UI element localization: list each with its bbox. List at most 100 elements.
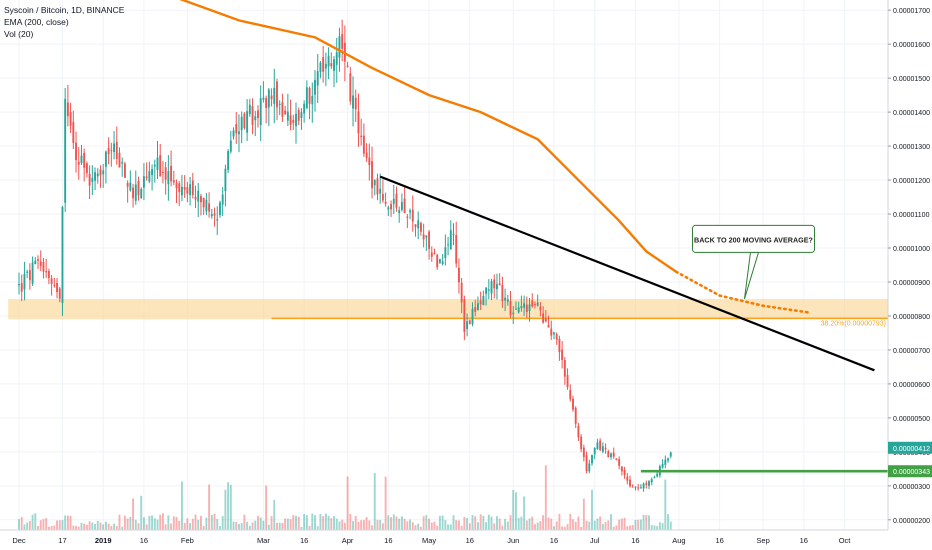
candle-body (235, 124, 238, 134)
candle-body (221, 194, 224, 205)
candle-body (610, 453, 612, 457)
candle-body (259, 98, 262, 126)
candle-body (324, 63, 327, 69)
volume-bar (368, 520, 371, 530)
price-tick-label: 0.00001700 (893, 8, 930, 15)
candle-body (243, 113, 246, 129)
candle-body (270, 95, 273, 100)
candle-body (566, 375, 569, 388)
volume-bar (216, 519, 219, 530)
candle-body (607, 451, 610, 457)
candle-body (175, 182, 178, 189)
candle-body (539, 306, 542, 311)
candle-body (153, 164, 156, 167)
volume-bar (297, 516, 300, 530)
candle-body (506, 299, 509, 302)
volume-bar (23, 524, 26, 530)
candle-body (159, 155, 162, 177)
candle-body (126, 183, 129, 187)
candle-body (91, 177, 94, 182)
volume-bar (498, 518, 501, 530)
candle-body (403, 198, 406, 213)
volume-bar (653, 525, 656, 530)
time-axis-bg (0, 530, 932, 550)
volume-bar (419, 526, 422, 530)
candle-body (20, 283, 23, 292)
candle-body (213, 213, 216, 216)
candle-body (629, 479, 631, 487)
candle-body (34, 260, 37, 265)
volume-bar (88, 521, 91, 530)
candle-body (66, 102, 69, 117)
volume-bar (254, 520, 257, 530)
candle-body (69, 112, 72, 126)
volume-bar (517, 518, 520, 530)
volume-bar (335, 518, 338, 530)
volume-bar (591, 489, 593, 530)
candle-body (626, 476, 629, 481)
volume-bar (292, 515, 295, 530)
time-tick-label: Jun (507, 536, 519, 545)
candle-body (376, 178, 379, 195)
volume-bar (626, 526, 629, 530)
last-price-tag (888, 441, 932, 454)
volume-bar (661, 523, 664, 530)
volume-bar (28, 520, 31, 530)
volume-bar (316, 526, 319, 530)
volume-bar (267, 524, 270, 530)
candle-body (496, 284, 498, 290)
volume-bar (80, 522, 83, 530)
volume-bar (53, 525, 56, 530)
candle-body (569, 390, 572, 400)
volume-bar (536, 522, 539, 530)
candle-body (623, 469, 626, 476)
volume-bar (620, 518, 623, 530)
candle-body (56, 283, 58, 293)
candle-body (455, 234, 458, 264)
volume-bar (506, 521, 509, 530)
volume-bar (235, 521, 238, 530)
candle-body (582, 447, 585, 457)
volume-bar (118, 514, 121, 530)
legend-ema: EMA (200, close) (4, 17, 69, 27)
candle-body (229, 140, 232, 152)
fib-level-label: 38.20%(0.00000793) (821, 320, 886, 327)
candle-body (457, 267, 460, 283)
time-tick-label: Aug (672, 536, 685, 545)
candle-body (148, 171, 151, 182)
volume-bar (219, 526, 221, 530)
candle-body (577, 425, 580, 438)
candle-body (631, 485, 634, 487)
volume-bar (289, 519, 292, 530)
volume-bar (265, 485, 268, 530)
candle-body (596, 442, 599, 450)
volume-bar (360, 520, 363, 530)
volume-bar (284, 518, 287, 530)
candle-body (330, 63, 333, 67)
candle-body (357, 111, 360, 134)
volume-bar (45, 518, 48, 530)
volume-bar (189, 523, 192, 530)
volume-bar (257, 515, 259, 530)
volume-bar (251, 522, 254, 530)
candle-body (487, 289, 490, 291)
volume-bar (153, 518, 156, 530)
candle-body (31, 262, 34, 284)
candle-body (286, 111, 289, 121)
candle-body (379, 188, 382, 194)
candle-body (392, 198, 395, 204)
candle-body (371, 161, 373, 189)
volume-bar (295, 515, 297, 530)
volume-bar (664, 479, 667, 530)
volume-bar (232, 521, 235, 530)
candle-body (430, 252, 433, 257)
volume-bar (596, 518, 599, 530)
candle-body (216, 219, 219, 221)
candle-body (667, 458, 669, 461)
volume-bar (213, 513, 216, 530)
volume-bar (648, 515, 650, 530)
candle-body (555, 334, 558, 340)
candle-body (77, 161, 80, 165)
